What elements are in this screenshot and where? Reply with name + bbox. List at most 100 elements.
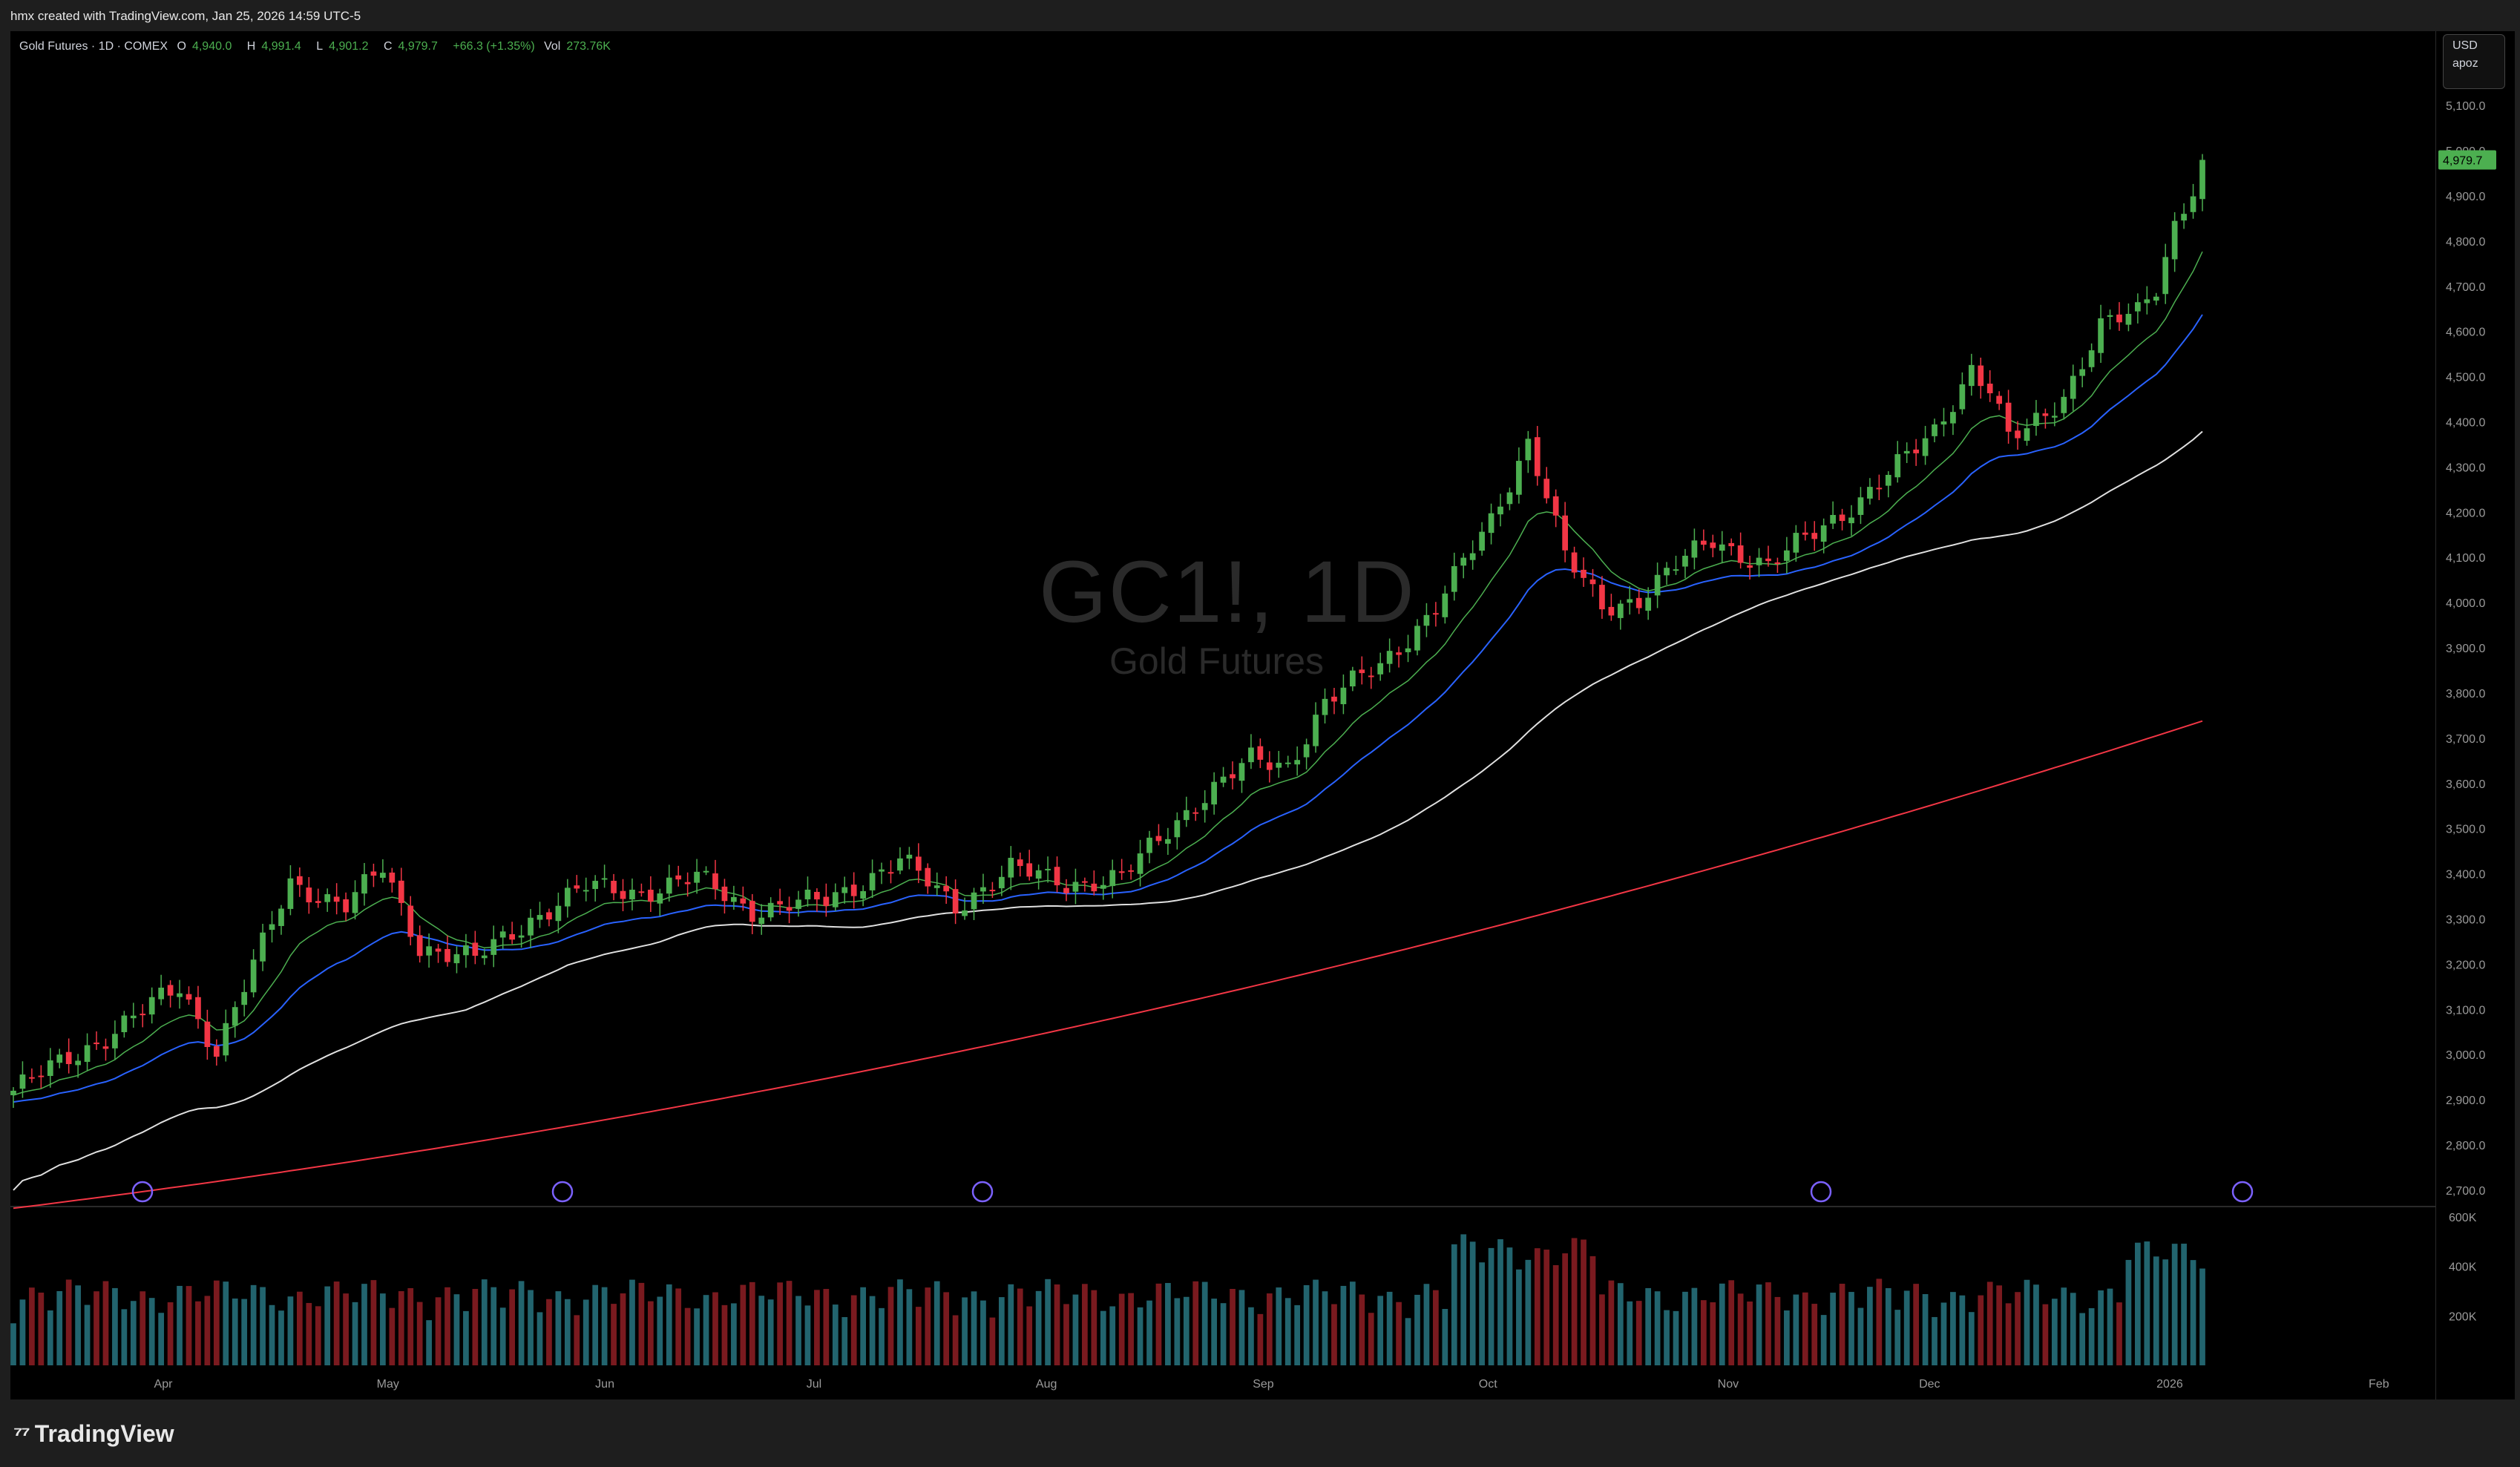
candle-body	[1220, 776, 1227, 783]
candle-body	[629, 889, 635, 900]
candle-body	[1756, 557, 1762, 565]
volume-bar	[611, 1304, 617, 1365]
volume-bar	[2171, 1244, 2178, 1365]
time-tick-label: Apr	[154, 1378, 174, 1391]
event-marker-icon	[971, 1181, 994, 1203]
volume-bar	[1747, 1302, 1753, 1365]
candle-body	[1137, 853, 1143, 874]
volume-bar	[416, 1302, 423, 1365]
volume-bar	[297, 1291, 303, 1365]
volume-bar	[694, 1308, 700, 1365]
candle-body	[102, 1046, 109, 1049]
candle-body	[1700, 540, 1707, 545]
candle-body	[1986, 384, 1993, 393]
volume-bar	[2033, 1284, 2039, 1365]
volume-bar	[2061, 1287, 2067, 1365]
candle-body	[2088, 350, 2095, 367]
candle-body	[1146, 837, 1152, 853]
candle-body	[1433, 613, 1439, 615]
volume-bar	[1913, 1284, 1919, 1365]
price-tick-label: 3,400.0	[2446, 869, 2485, 882]
price-tick-label: 3,300.0	[2446, 913, 2485, 926]
price-tick-label: 3,800.0	[2446, 688, 2485, 700]
candle-body	[1230, 774, 1236, 778]
candle-body	[463, 945, 469, 956]
volume-bar	[537, 1312, 543, 1365]
candle-body	[703, 870, 709, 873]
volume-bar	[1664, 1310, 1670, 1365]
tradingview-logo[interactable]: ⁷⁷ TradingView	[13, 1420, 174, 1448]
candle-body	[749, 901, 755, 922]
candle-body	[121, 1015, 128, 1033]
volume-bar	[1635, 1301, 1642, 1365]
candle-body	[407, 905, 414, 937]
candle-body	[93, 1043, 99, 1045]
candle-body	[213, 1046, 220, 1057]
volume-bar	[887, 1287, 894, 1365]
volume-bar	[1996, 1285, 2003, 1365]
volume-bar	[1414, 1294, 1420, 1365]
volume-bar	[453, 1294, 460, 1365]
volume-bar	[648, 1301, 654, 1365]
candle-body	[509, 933, 516, 940]
volume-bar	[56, 1290, 63, 1365]
volume-bar	[629, 1279, 635, 1365]
candle-body	[1488, 513, 1494, 534]
candle-body	[971, 892, 977, 910]
candle-body	[1091, 883, 1097, 892]
candle-body	[1174, 820, 1181, 838]
candle-body	[1118, 871, 1125, 873]
time-tick-label: May	[377, 1378, 399, 1391]
volume-bar	[2005, 1303, 2012, 1365]
candle-body	[1673, 569, 1679, 571]
candle-body	[2107, 315, 2113, 317]
candle-body	[370, 871, 377, 876]
volume-bar	[1091, 1290, 1097, 1365]
price-tick-label: 4,500.0	[2446, 372, 2485, 384]
candle-body	[1617, 603, 1624, 618]
legend-symbol[interactable]: Gold Futures · 1D · COMEX	[19, 40, 168, 53]
candle-body	[684, 882, 691, 885]
candle-body	[315, 901, 321, 903]
candle-body	[2061, 396, 2067, 413]
volume-bar	[2153, 1256, 2159, 1365]
candle-body	[195, 997, 201, 1020]
volume-bar	[204, 1296, 211, 1365]
volume-bar	[620, 1293, 626, 1365]
volume-bar	[370, 1280, 377, 1365]
candle-body	[232, 1007, 238, 1026]
volume-bar	[2098, 1290, 2104, 1365]
candle-body	[84, 1045, 91, 1063]
volume-bar	[84, 1304, 91, 1365]
volume-bar	[130, 1301, 137, 1365]
currency-selector[interactable]: USD apoz	[2443, 34, 2505, 89]
ema-21-line	[13, 314, 2203, 1103]
volume-bar	[703, 1295, 709, 1365]
candle-body	[1654, 574, 1661, 596]
ohlc-legend[interactable]: Gold Futures · 1D · COMEX O 4,940.0 H 4,99…	[19, 40, 623, 53]
time-tick-label: Feb	[2369, 1378, 2389, 1391]
volume-bar	[1442, 1308, 1448, 1365]
price-tick-label: 3,100.0	[2446, 1004, 2485, 1017]
price-scale[interactable]	[2435, 31, 2515, 1399]
candle-body	[65, 1051, 72, 1065]
volume-bar	[213, 1280, 220, 1365]
candle-body	[1903, 450, 1910, 454]
candle-body	[1562, 515, 1568, 551]
candle-body	[1932, 424, 1937, 436]
volume-bar	[2162, 1259, 2169, 1365]
volume-bar	[75, 1285, 81, 1365]
candle-body	[943, 885, 950, 892]
candle-body	[1599, 585, 1605, 610]
volume-bar	[1830, 1293, 1836, 1365]
volume-bar	[555, 1291, 562, 1365]
price-tick-label: 3,700.0	[2446, 733, 2485, 746]
candle-body	[10, 1090, 16, 1096]
candle-body	[1294, 760, 1301, 765]
candle-body	[38, 1075, 45, 1077]
candle-body	[1737, 545, 1744, 563]
candle-body	[1506, 492, 1513, 505]
price-tick-label: 4,700.0	[2446, 281, 2485, 294]
chart-pane[interactable]	[10, 31, 2435, 1399]
